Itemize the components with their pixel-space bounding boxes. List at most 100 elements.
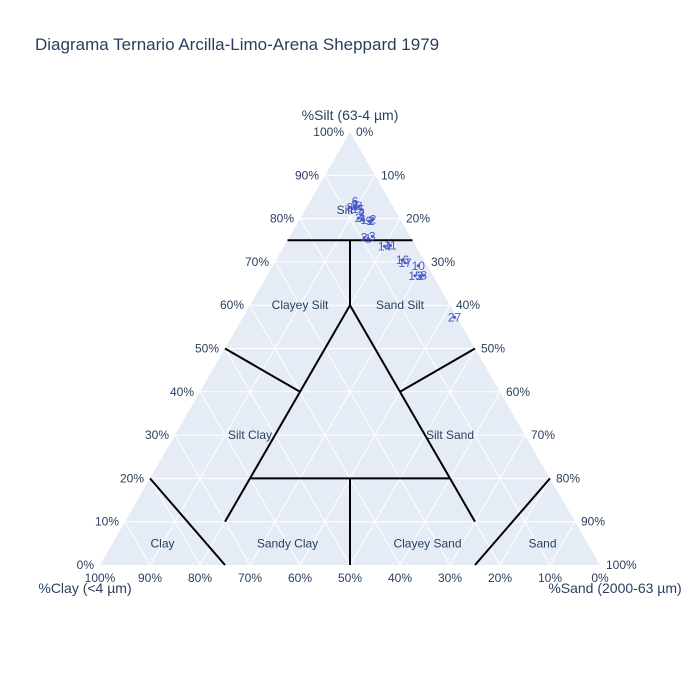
region-label: Sand <box>528 536 556 550</box>
data-point <box>403 261 407 265</box>
data-point <box>383 244 386 248</box>
grid-line-clay <box>174 434 251 566</box>
tick-label-silt: 20% <box>120 471 144 485</box>
data-point-label: 9 <box>366 214 373 228</box>
tick-label-clay: 100% <box>85 571 116 585</box>
tick-label-sand: 60% <box>506 385 530 399</box>
grid-line-sand <box>549 521 576 566</box>
data-point-label: 1 <box>365 232 372 246</box>
data-point <box>453 315 456 319</box>
region-label: Sand Silt <box>376 298 425 312</box>
boundary-line <box>449 477 476 523</box>
data-point-label: 11 <box>384 238 397 252</box>
data-point <box>362 236 366 240</box>
grid-line-sand <box>449 434 526 566</box>
tick-label-sand: 40% <box>456 298 480 312</box>
tick-label-sand: 30% <box>431 255 455 269</box>
tick-label-sand: 80% <box>556 471 580 485</box>
data-point <box>354 204 358 208</box>
data-point <box>416 264 420 268</box>
tick-label-clay: 10% <box>538 571 562 585</box>
tick-label-clay: 50% <box>338 571 362 585</box>
data-point-label: 4 <box>352 199 359 213</box>
data-point-label: 14 <box>378 239 392 253</box>
tick-label-sand: 0% <box>356 125 374 139</box>
data-point <box>370 234 374 238</box>
axis-title-sand: %Sand (2000-63 µm) <box>548 580 681 596</box>
data-point <box>413 274 417 278</box>
boundary-line <box>149 477 226 566</box>
grid-line-sand <box>249 261 426 566</box>
region-label: Sandy Clay <box>257 536 318 550</box>
tick-label-sand: 50% <box>481 342 505 356</box>
tick-label-sand: 100% <box>606 558 637 572</box>
tick-label-silt: 0% <box>77 558 95 572</box>
grid-line-sand <box>499 478 551 566</box>
tick-label-silt: 60% <box>220 298 244 312</box>
data-point-label: 5 <box>358 203 365 217</box>
grid-line-clay <box>149 478 201 566</box>
tick-label-silt: 30% <box>145 428 169 442</box>
data-point-label: 2 <box>361 231 368 245</box>
data-point-label: 17 <box>398 256 412 270</box>
data-point <box>360 213 364 217</box>
data-point-label: 6 <box>352 194 359 208</box>
data-point <box>356 216 360 220</box>
data-point <box>353 207 357 211</box>
data-point <box>401 258 404 262</box>
boundary-line <box>399 347 476 393</box>
data-point-label: 2 <box>417 269 424 283</box>
tick-label-clay: 80% <box>188 571 212 585</box>
tick-label-sand: 10% <box>381 168 405 182</box>
data-point <box>371 217 375 221</box>
tick-label-clay: 20% <box>488 571 512 585</box>
tick-label-clay: 70% <box>238 571 262 585</box>
region-label: Clay <box>150 536 174 550</box>
region-label: Silt Clay <box>228 428 272 442</box>
data-point <box>353 199 357 203</box>
axis-title-silt: %Silt (63-4 µm) <box>302 107 399 123</box>
data-point-label: 15 <box>408 269 422 283</box>
grid-line-sand <box>349 348 476 566</box>
tick-label-sand: 20% <box>406 212 430 226</box>
boundary-line <box>224 477 251 523</box>
grid-line-clay <box>274 261 451 566</box>
data-point <box>362 218 366 222</box>
data-point-label: 2 <box>355 211 362 225</box>
data-point-label: 2 <box>358 208 365 222</box>
tick-label-clay: 90% <box>138 571 162 585</box>
tick-label-silt: 10% <box>95 515 119 529</box>
data-point-label: 8 <box>420 268 427 282</box>
tick-label-sand: 90% <box>581 515 605 529</box>
data-point <box>366 237 370 241</box>
data-point-label: 3 <box>369 229 376 243</box>
classification-boundaries <box>149 239 551 566</box>
region-label: Clayey Sand <box>393 536 461 550</box>
tick-label-clay: 0% <box>591 571 609 585</box>
tick-label-clay: 60% <box>288 571 312 585</box>
data-point <box>389 243 392 247</box>
grid-line-clay <box>224 348 351 566</box>
axis-title-clay: %Clay (<4 µm) <box>38 580 131 596</box>
axis-ticks: 0% 0% 0% 10% 10% 10% 20% 20% 20% 30% 30% 30% 40% 40% 4… <box>77 125 637 585</box>
tick-label-sand: 70% <box>531 428 555 442</box>
data-points: 624831522412922131411161710152827 <box>347 194 462 324</box>
tick-label-silt: 40% <box>170 385 194 399</box>
data-point-label: 1 <box>352 202 359 216</box>
data-point-label: 2 <box>370 212 377 226</box>
data-point-label: 1 <box>360 213 367 227</box>
data-point <box>357 204 361 208</box>
boundary-line <box>224 347 301 393</box>
data-point-label: 3 <box>356 199 363 213</box>
data-point <box>418 274 422 278</box>
boundary-line <box>474 477 551 566</box>
tick-label-silt: 80% <box>270 212 294 226</box>
grid-line-clay <box>124 521 151 566</box>
data-point <box>359 208 363 212</box>
data-point-label: 27 <box>448 310 462 324</box>
data-point-label: 10 <box>412 259 426 273</box>
data-point-label: 2 <box>368 214 375 228</box>
chart-title: Diagrama Ternario Arcilla-Limo-Arena She… <box>35 35 439 54</box>
